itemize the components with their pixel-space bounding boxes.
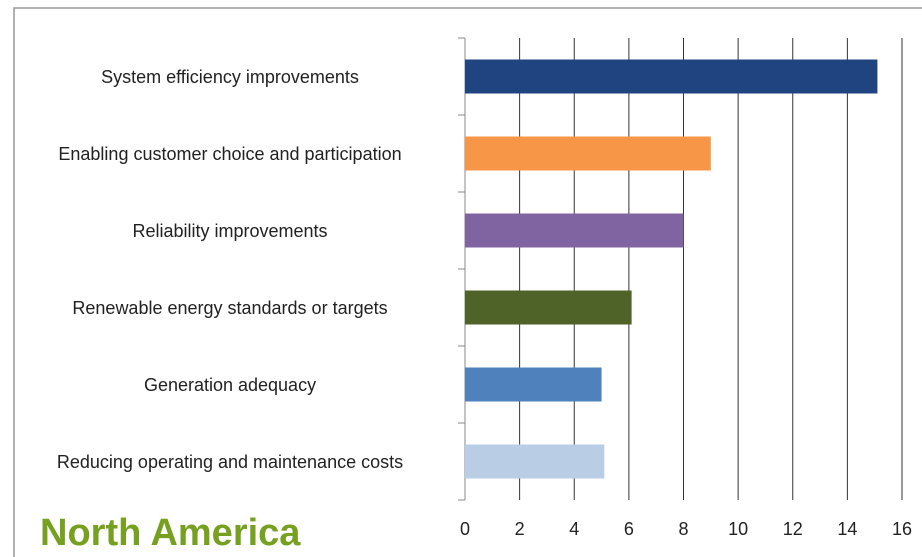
bar: [465, 59, 878, 94]
bar: [465, 136, 711, 171]
frame: [13, 7, 922, 557]
x-tick-label: 4: [569, 519, 579, 539]
x-tick-label: 2: [515, 519, 525, 539]
y-tick-label: System efficiency improvements: [101, 66, 359, 87]
x-tick-label: 12: [783, 519, 803, 539]
x-tick-label: 14: [837, 519, 857, 539]
y-tick-label: Reliability improvements: [132, 220, 328, 241]
x-tick-label: 16: [892, 519, 912, 539]
y-tick-label: Reducing operating and maintenance costs: [56, 451, 404, 472]
bar: [465, 290, 632, 325]
x-tick-label: 8: [678, 519, 688, 539]
x-tick-label: 6: [624, 519, 634, 539]
x-tick-label: 0: [460, 519, 470, 539]
bar: [465, 213, 684, 248]
chart-title: North America: [40, 512, 301, 554]
y-tick-label: Generation adequacy: [143, 374, 317, 395]
bar: [465, 444, 605, 479]
x-tick-label: 10: [728, 519, 748, 539]
y-tick-label: Renewable energy standards or targets: [72, 297, 388, 318]
y-tick-label: Enabling customer choice and participati…: [58, 143, 402, 164]
bar: [465, 367, 602, 402]
